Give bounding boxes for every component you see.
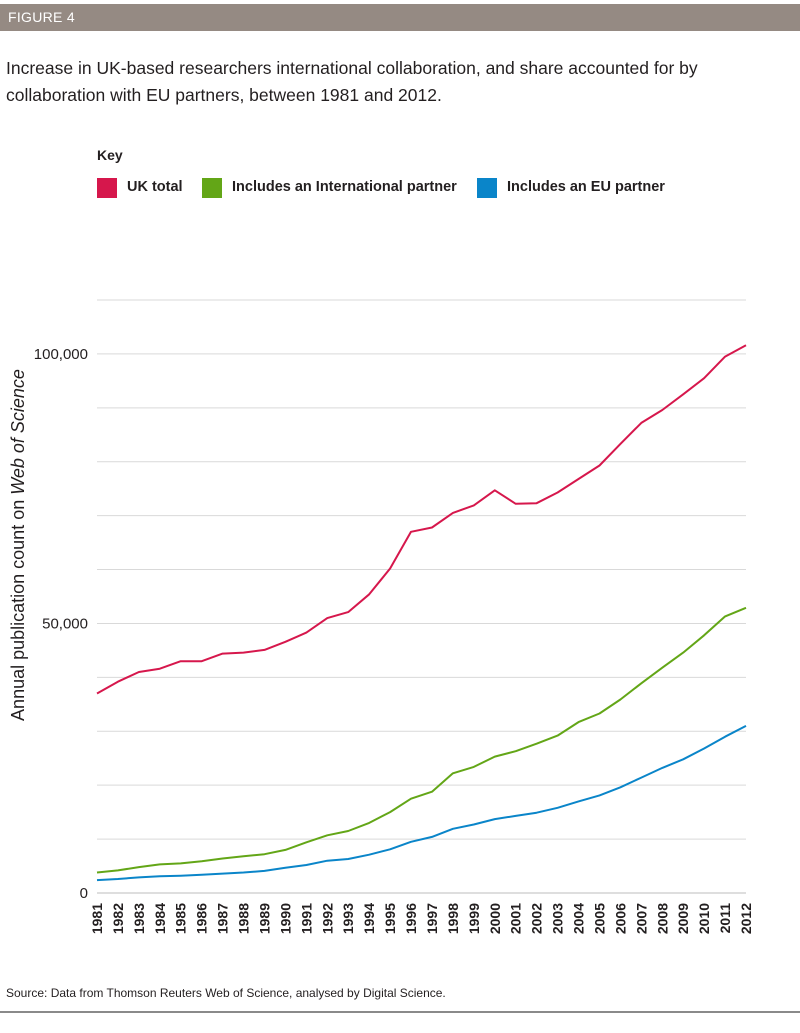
x-tick-label: 1985 [173,903,189,934]
x-tick-label: 2012 [738,903,754,934]
x-tick-label: 1988 [236,903,252,934]
legend-label-uk-total: UK total [127,179,183,195]
series-line-2 [96,725,747,882]
figure-header-bar: FIGURE 4 [0,4,800,31]
x-tick-label: 2001 [508,903,524,934]
bottom-divider [0,1011,800,1013]
x-tick-label: 1983 [131,903,147,934]
x-tick-label: 1995 [382,903,398,934]
y-axis-label-prefix: Annual publication count on [8,495,28,721]
legend-title: Key [97,147,123,163]
x-tick-label: 2007 [633,903,649,934]
grid-lines [97,299,746,894]
series-line-1 [96,606,747,874]
legend-swatch-uk-total [97,178,117,198]
y-axis-label-emphasis: Web of Science [8,369,28,495]
x-tick-label: 2000 [487,903,503,934]
legend-swatch-international [202,178,222,198]
x-tick-label: 1993 [340,903,356,934]
y-tick-label: 50,000 [42,615,88,632]
x-tick-label: 1984 [152,903,168,934]
x-tick-label: 2011 [717,903,733,934]
legend-swatch-eu [477,178,497,198]
x-tick-label: 1992 [319,903,335,934]
x-tick-label: 1996 [403,903,419,934]
legend-label-international: Includes an International partner [232,179,457,195]
x-tick-label: 2009 [675,903,691,934]
y-tick-label: 100,000 [34,346,88,363]
x-tick-label: 2003 [550,903,566,934]
x-tick-label: 1982 [110,903,126,934]
series-line-0 [96,344,747,695]
x-tick-label: 1994 [361,903,377,934]
x-tick-label: 2006 [612,903,628,934]
y-axis-label: Annual publication count on Web of Scien… [8,369,28,721]
x-tick-label: 1987 [215,903,231,934]
x-axis-ticks: 1981 1982 1983 1984 1985 1986 1987 1988 1989 1990… [89,903,754,934]
y-axis-ticks: 0 50,000 100,000 [34,346,88,902]
series-lines [96,344,747,882]
x-tick-label: 1986 [194,903,210,934]
legend-label-eu: Includes an EU partner [507,179,665,195]
x-tick-label: 2005 [592,903,608,934]
x-tick-label: 2002 [529,903,545,934]
y-tick-label: 0 [80,885,88,902]
figure-label: FIGURE 4 [8,9,75,25]
x-tick-label: 2004 [571,903,587,934]
x-tick-label: 1989 [257,903,273,934]
source-note: Source: Data from Thomson Reuters Web of… [6,986,446,1000]
x-tick-label: 2010 [696,903,712,934]
x-tick-label: 1997 [424,903,440,934]
x-tick-label: 1998 [445,903,461,934]
x-tick-label: 2008 [654,903,670,934]
x-tick-label: 1981 [89,903,105,934]
figure-subtitle: Increase in UK-based researchers interna… [6,58,698,105]
x-tick-label: 1999 [466,903,482,934]
x-tick-label: 1991 [298,903,314,934]
x-tick-label: 1990 [277,903,293,934]
